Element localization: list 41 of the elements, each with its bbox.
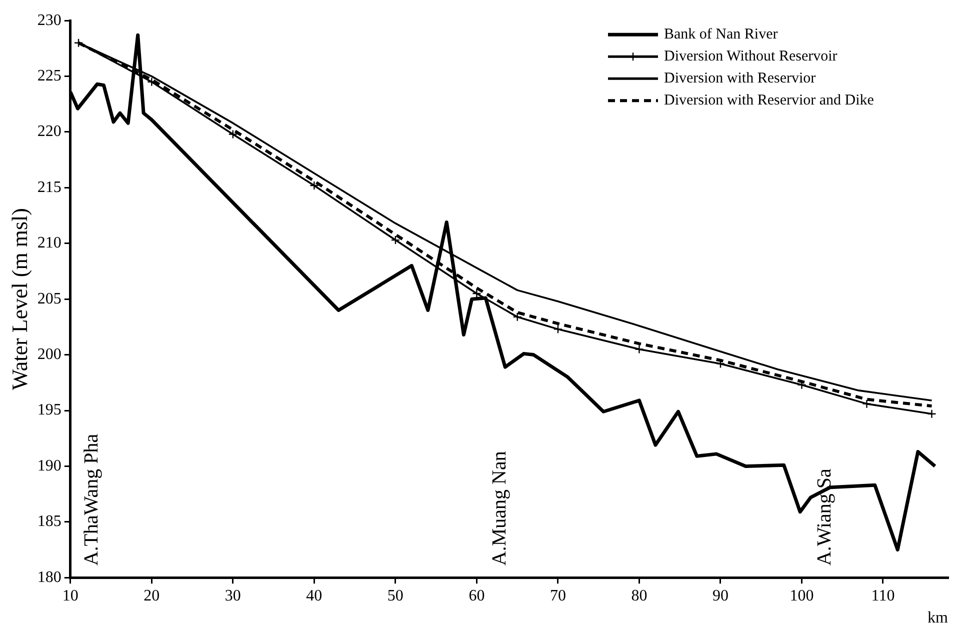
x-axis-title: km xyxy=(928,610,949,627)
x-tick-label: 90 xyxy=(712,587,728,604)
x-tick-label: 110 xyxy=(871,587,895,604)
x-tick-label: 70 xyxy=(550,587,566,604)
y-tick-label: 180 xyxy=(37,568,62,586)
x-tick-label: 80 xyxy=(631,587,648,604)
y-tick-label: 195 xyxy=(37,402,62,419)
y-tick-label: 185 xyxy=(37,513,62,530)
y-tick-label: 225 xyxy=(37,68,62,85)
x-tick-label: 50 xyxy=(387,587,404,604)
point xyxy=(553,324,563,334)
y-tick-label: 190 xyxy=(37,457,62,474)
legend-label: Diversion with Reservior and Dike xyxy=(664,92,874,109)
x-tick-label: 40 xyxy=(306,587,322,604)
x-tick-label: 20 xyxy=(144,587,160,604)
y-tick-label: 205 xyxy=(37,290,62,308)
x-tick-label: 100 xyxy=(790,587,814,604)
x-tick-label: 10 xyxy=(62,587,78,604)
point xyxy=(927,409,936,418)
legend-label: Diversion with Reservior xyxy=(664,70,816,87)
point xyxy=(472,288,482,298)
point xyxy=(228,130,238,139)
y-tick-label: 230 xyxy=(37,12,62,29)
annotation: A.Muang Nan xyxy=(488,451,511,566)
point xyxy=(310,180,319,190)
y-tick-label: 200 xyxy=(37,346,62,364)
annotation: A.Wiang Sa xyxy=(813,468,836,566)
x-tick-label: 30 xyxy=(224,587,241,604)
legend-label: Bank of Nan River xyxy=(664,26,778,43)
point xyxy=(634,344,644,354)
y-tick-label: 215 xyxy=(37,178,62,196)
y-tick-label: 210 xyxy=(37,234,62,252)
point xyxy=(862,399,872,408)
point xyxy=(512,312,522,322)
annotation: A.ThaWang Pha xyxy=(80,434,103,566)
y-axis-title: Water Level (m msl) xyxy=(6,208,32,390)
x-tick-label: 60 xyxy=(468,587,485,604)
legend-label: Diversion Without Reservoir xyxy=(664,48,838,65)
y-tick-label: 220 xyxy=(37,123,62,140)
point xyxy=(390,235,400,245)
point xyxy=(74,38,84,48)
